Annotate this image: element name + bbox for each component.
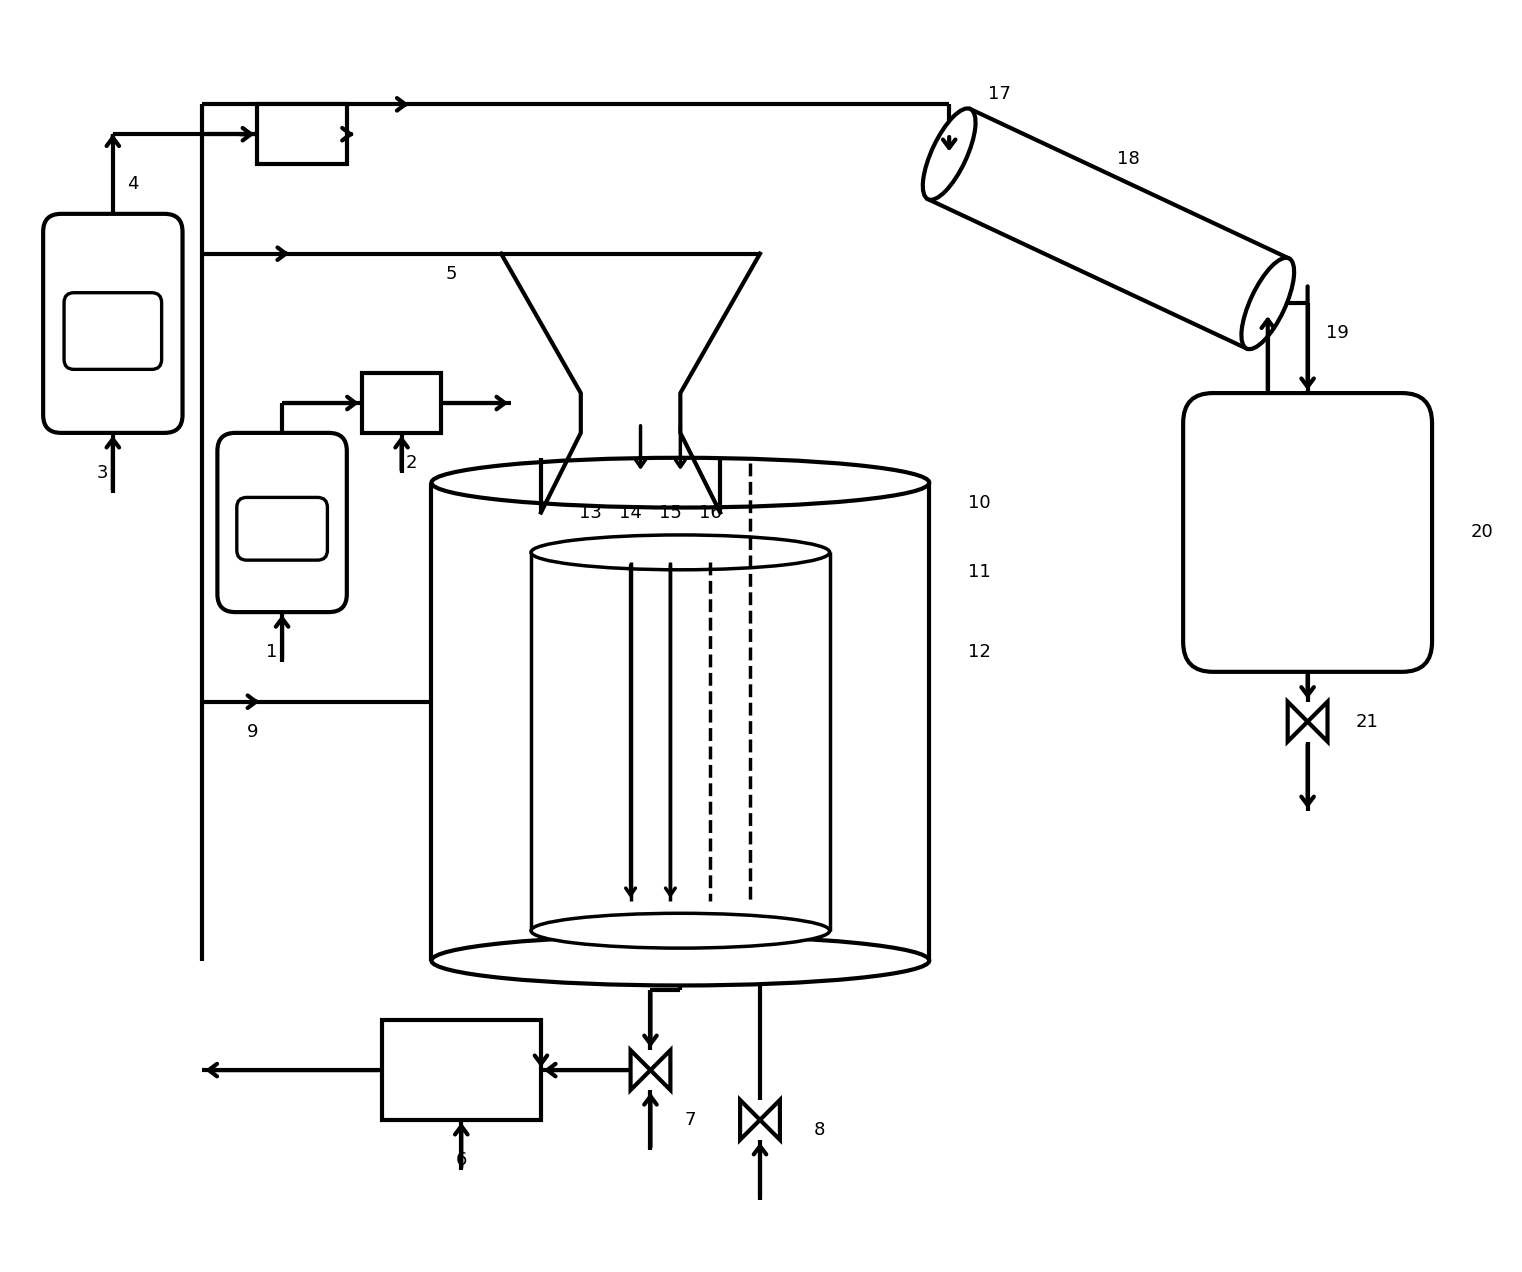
Text: 13: 13 <box>580 504 603 522</box>
Ellipse shape <box>431 936 930 986</box>
Ellipse shape <box>922 108 976 200</box>
Text: 15: 15 <box>659 504 682 522</box>
FancyBboxPatch shape <box>64 293 161 369</box>
Text: 16: 16 <box>699 504 721 522</box>
Text: 5: 5 <box>446 265 457 282</box>
Text: 2: 2 <box>406 454 417 472</box>
Ellipse shape <box>531 536 829 570</box>
FancyBboxPatch shape <box>237 497 327 560</box>
Text: 6: 6 <box>455 1151 467 1169</box>
Text: 18: 18 <box>1117 150 1140 168</box>
Bar <box>257 104 347 164</box>
FancyBboxPatch shape <box>43 214 183 432</box>
Text: 7: 7 <box>685 1110 696 1128</box>
Polygon shape <box>740 1100 759 1140</box>
Ellipse shape <box>431 458 930 508</box>
Polygon shape <box>630 1051 650 1090</box>
Ellipse shape <box>1242 258 1294 349</box>
Text: 9: 9 <box>247 722 259 740</box>
Text: 10: 10 <box>968 494 991 511</box>
Polygon shape <box>759 1100 779 1140</box>
Text: 3: 3 <box>97 464 108 482</box>
FancyBboxPatch shape <box>218 432 347 612</box>
Polygon shape <box>650 1051 670 1090</box>
Text: 1: 1 <box>266 642 279 661</box>
Text: 14: 14 <box>619 504 642 522</box>
Text: 21: 21 <box>1356 712 1379 730</box>
Text: 12: 12 <box>968 642 991 661</box>
Text: 19: 19 <box>1326 324 1348 342</box>
Text: 20: 20 <box>1470 524 1493 542</box>
FancyBboxPatch shape <box>1183 393 1432 672</box>
Bar <box>362 373 441 432</box>
Text: 11: 11 <box>968 563 991 581</box>
Text: 8: 8 <box>814 1121 825 1138</box>
Polygon shape <box>1307 702 1327 742</box>
Ellipse shape <box>531 913 829 948</box>
Text: 17: 17 <box>988 85 1011 103</box>
Bar <box>382 1020 540 1119</box>
Text: 4: 4 <box>126 176 139 193</box>
Polygon shape <box>1288 702 1307 742</box>
